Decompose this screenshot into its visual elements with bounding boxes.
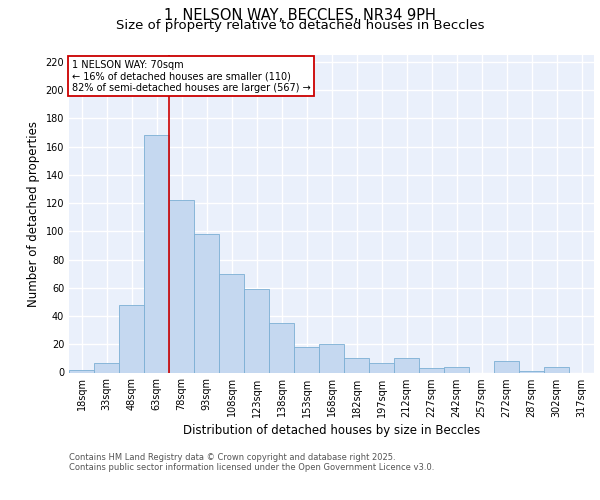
Text: 1 NELSON WAY: 70sqm
← 16% of detached houses are smaller (110)
82% of semi-detac: 1 NELSON WAY: 70sqm ← 16% of detached ho… bbox=[71, 60, 310, 93]
Bar bbox=[294, 347, 319, 372]
Y-axis label: Number of detached properties: Number of detached properties bbox=[27, 120, 40, 306]
Bar bbox=[169, 200, 194, 372]
Bar bbox=[194, 234, 219, 372]
Bar bbox=[244, 289, 269, 372]
Bar bbox=[444, 367, 469, 372]
Bar bbox=[494, 361, 519, 372]
Bar bbox=[544, 367, 569, 372]
Bar bbox=[519, 371, 544, 372]
Text: Contains public sector information licensed under the Open Government Licence v3: Contains public sector information licen… bbox=[69, 464, 434, 472]
Bar bbox=[369, 362, 394, 372]
Bar bbox=[319, 344, 344, 372]
Bar bbox=[419, 368, 444, 372]
Bar bbox=[144, 136, 169, 372]
Bar bbox=[344, 358, 369, 372]
Text: Contains HM Land Registry data © Crown copyright and database right 2025.: Contains HM Land Registry data © Crown c… bbox=[69, 454, 395, 462]
Text: Size of property relative to detached houses in Beccles: Size of property relative to detached ho… bbox=[116, 19, 484, 32]
Bar bbox=[94, 362, 119, 372]
X-axis label: Distribution of detached houses by size in Beccles: Distribution of detached houses by size … bbox=[183, 424, 480, 437]
Bar bbox=[69, 370, 94, 372]
Bar bbox=[394, 358, 419, 372]
Bar bbox=[119, 305, 144, 372]
Bar bbox=[219, 274, 244, 372]
Bar bbox=[269, 323, 294, 372]
Text: 1, NELSON WAY, BECCLES, NR34 9PH: 1, NELSON WAY, BECCLES, NR34 9PH bbox=[164, 8, 436, 22]
